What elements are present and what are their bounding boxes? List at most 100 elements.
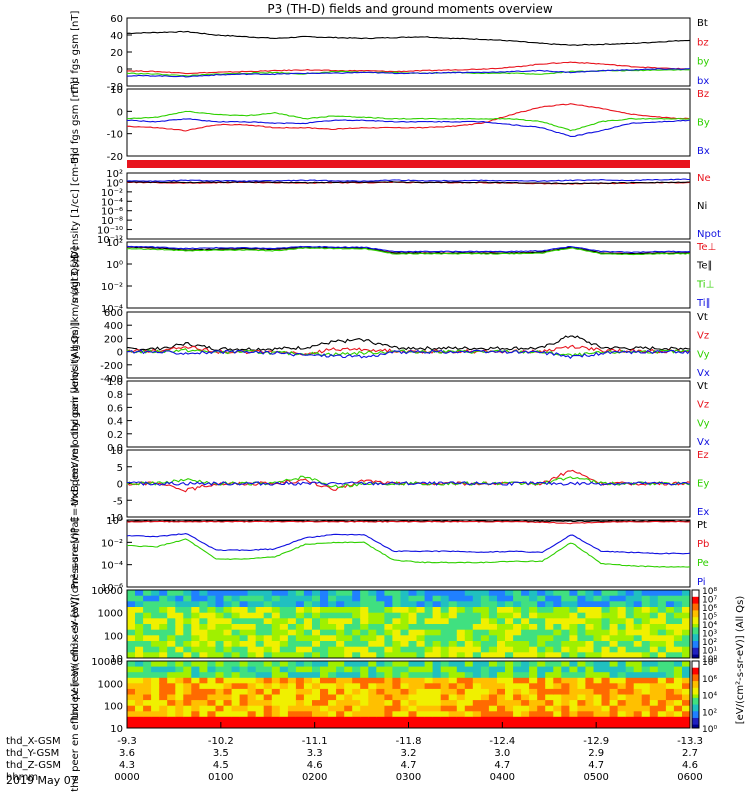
colorbar-tick: 10⁷ (702, 596, 717, 606)
ytick-label: -10 (107, 513, 123, 524)
heatmap-cell (625, 666, 635, 673)
heatmap-cell (320, 652, 329, 659)
heatmap-cell (448, 612, 458, 619)
ytick-label: 10⁻⁶ (101, 207, 123, 218)
heatmap-cell (545, 711, 554, 718)
ytick-label: 10⁰ (106, 260, 123, 271)
heatmap-cell (207, 595, 216, 602)
heatmap-cell (416, 618, 425, 625)
heatmap-cell (408, 601, 417, 608)
heatmap-cell (400, 700, 409, 707)
heatmap-cell (207, 607, 216, 614)
heatmap-cell (633, 641, 643, 648)
heatmap-cell (400, 661, 409, 668)
panel-frame (126, 17, 691, 87)
legend-label: Npot (697, 229, 721, 240)
heatmap-cell (521, 711, 530, 718)
heatmap-cell (537, 661, 546, 668)
heatmap-cell (440, 694, 450, 701)
heatmap-cell (231, 688, 241, 695)
heatmap-cell (561, 688, 570, 695)
heatmap-cell (448, 677, 458, 684)
heatmap-cell (271, 716, 281, 723)
heatmap-cell (416, 666, 425, 673)
heatmap-cell (537, 590, 546, 597)
heatmap-cell (400, 612, 409, 619)
heatmap-cell (521, 716, 530, 723)
heatmap-cell (513, 618, 522, 625)
heatmap-cell (279, 624, 289, 631)
heatmap-cell (127, 590, 136, 597)
heatmap-cell (464, 666, 474, 673)
heatmap-cell (143, 635, 152, 642)
heatmap-cell (505, 646, 514, 653)
ytick-label: 10⁻² (101, 282, 123, 293)
heatmap-cell (320, 672, 329, 679)
heatmap-cell (649, 618, 659, 625)
heatmap-cell (416, 677, 425, 684)
heatmap-cell (424, 666, 434, 673)
heatmap-cell (537, 607, 546, 614)
ytick-label: 10⁻¹² (97, 235, 123, 246)
heatmap-cell (344, 635, 353, 642)
heatmap-cell (505, 629, 514, 636)
heatmap-cell (231, 661, 241, 668)
heatmap-cell (239, 607, 249, 614)
heatmap-cell (609, 646, 619, 653)
heatmap-cell (255, 677, 265, 684)
heatmap-cell (199, 661, 208, 668)
heatmap-cell (376, 635, 385, 642)
heatmap-cell (480, 683, 490, 690)
heatmap-cell (432, 711, 442, 718)
heatmap-cell (368, 635, 377, 642)
heatmap-cell (223, 590, 232, 597)
ytick-label: 10⁻⁴ (101, 304, 123, 315)
heatmap-cell (513, 641, 522, 648)
colorbar-segment (692, 671, 699, 675)
colorbar-frame (691, 660, 700, 729)
heatmap-cell (497, 672, 506, 679)
heatmap-cell (561, 629, 570, 636)
heatmap-cell (183, 590, 192, 597)
heatmap-cell (682, 694, 691, 701)
heatmap-cell (320, 607, 329, 614)
heatmap-cell (617, 688, 627, 695)
heatmap-cell (488, 688, 498, 695)
heatmap-cell (368, 618, 377, 625)
heatmap-cell (545, 705, 554, 712)
heatmap-cell (665, 716, 675, 723)
heatmap-cell (625, 595, 635, 602)
heatmap-cell (360, 694, 369, 701)
heatmap-cell (625, 711, 635, 718)
heatmap-cell (665, 624, 675, 631)
heatmap-cell (392, 672, 401, 679)
heatmap-cell (553, 595, 562, 602)
heatmap-cell (368, 612, 377, 619)
heatmap-cell (143, 607, 152, 614)
heatmap-cell (432, 688, 442, 695)
heatmap-cell (135, 694, 144, 701)
heatmap-cell (513, 607, 522, 614)
heatmap-cell (432, 641, 442, 648)
heatmap-cell (392, 601, 401, 608)
heatmap-cell (151, 624, 160, 631)
heatmap-cell (456, 601, 466, 608)
heatmap-cell (175, 705, 184, 712)
heatmap-cell (167, 601, 176, 608)
heatmap-cell (400, 618, 409, 625)
xaxis-row-value: 0100 (208, 772, 233, 783)
heatmap-cell (207, 612, 216, 619)
heatmap-cell (585, 688, 594, 695)
heatmap-cell (151, 688, 160, 695)
heatmap-cell (352, 705, 361, 712)
heatmap-cell (167, 629, 176, 636)
heatmap-cell (127, 661, 136, 668)
heatmap-cell (263, 652, 273, 659)
heatmap-cell (231, 624, 241, 631)
heatmap-cell (247, 661, 257, 668)
heatmap-cell (167, 635, 176, 642)
heatmap-cell (183, 661, 192, 668)
heatmap-cell (529, 629, 538, 636)
heatmap-cell (215, 716, 224, 723)
